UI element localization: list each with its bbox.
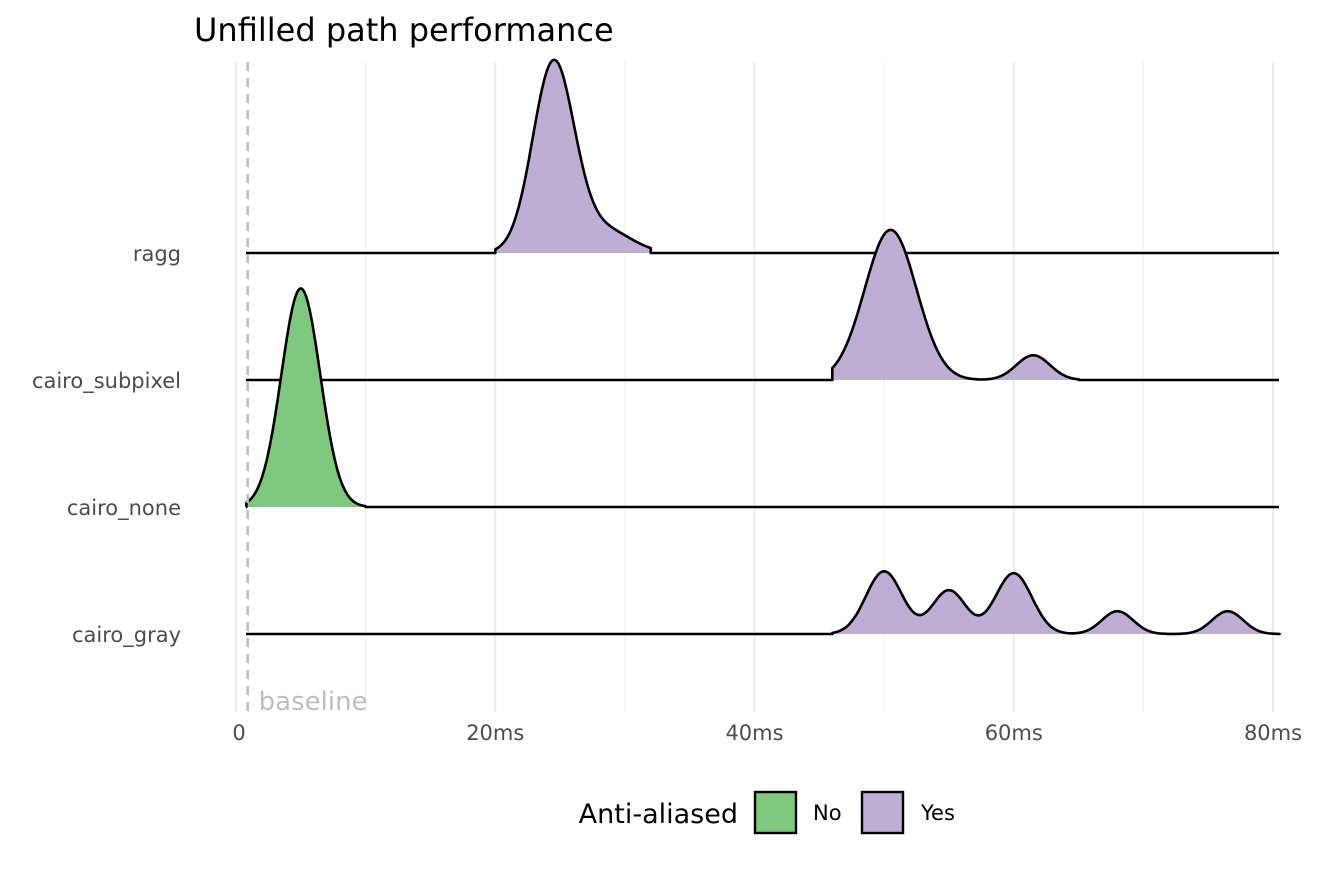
ridge-ragg (246, 58, 1279, 255)
legend-key-no (753, 790, 798, 835)
ridge-fill-cairo_gray (832, 571, 1280, 634)
x-tick-label: 20ms (466, 721, 524, 745)
legend-label: Yes (920, 801, 955, 825)
x-tick-label: 60ms (985, 721, 1043, 745)
x-tick-label: 40ms (725, 721, 783, 745)
legend-label: No (813, 801, 842, 825)
ridge-cairo_subpixel (246, 228, 1279, 382)
y-tick-label: cairo_none (67, 496, 181, 521)
ridge-line-cairo_subpixel (246, 228, 1279, 382)
legend-title: Anti-aliased (579, 799, 738, 830)
ridge-fill-ragg (495, 59, 651, 254)
ridge-line-ragg (246, 58, 1279, 255)
x-tick-label: 80ms (1244, 721, 1302, 745)
legend-key-yes (860, 790, 905, 835)
x-tick-label: 0 (232, 721, 245, 745)
ridge-layer (245, 58, 1281, 636)
label-layer: ragg cairo_subpixel cairo_none cairo_gray 0 2… (32, 242, 1302, 745)
ridge-cairo_gray (246, 570, 1281, 636)
baseline-label: baseline (259, 687, 368, 717)
legend: Anti-aliased No Yes (579, 790, 955, 835)
y-tick-label: ragg (133, 242, 181, 266)
ridge-cairo_none (245, 287, 1279, 509)
grid-layer (235, 62, 1274, 712)
baseline-layer: baseline (246, 62, 368, 717)
y-tick-label: cairo_gray (72, 623, 181, 648)
y-tick-label: cairo_subpixel (32, 369, 181, 394)
ridge-line-cairo_gray (246, 570, 1281, 636)
chart-title: Unfilled path performance (194, 11, 614, 49)
ridge-fill-cairo_none (246, 288, 366, 507)
ridge-fill-cairo_subpixel (832, 229, 1079, 380)
ridge-line-cairo_none (245, 287, 1279, 509)
